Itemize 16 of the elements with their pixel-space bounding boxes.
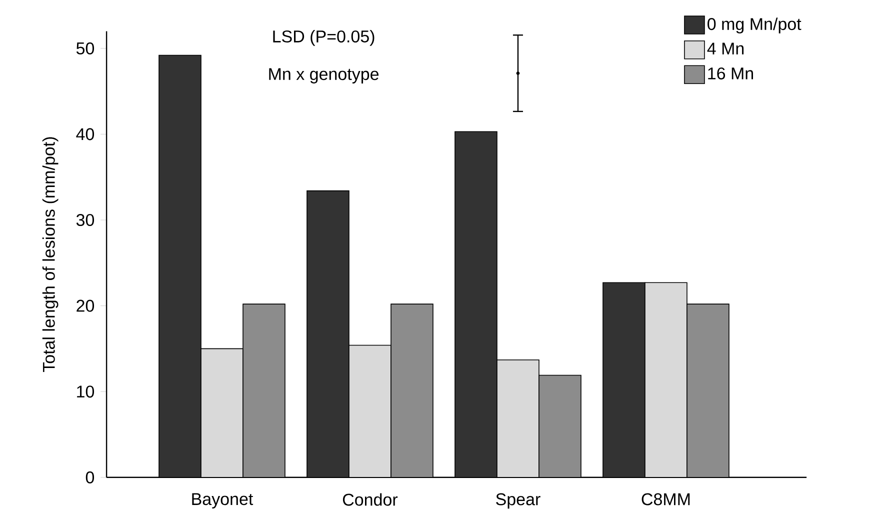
legend-label: 16 Mn (708, 67, 753, 80)
legend-label: 4 Mn (707, 42, 744, 54)
legend-label: 0 mg Mn/pot (708, 18, 802, 34)
y-tick-label: 50 (76, 42, 94, 54)
y-tick-label: 30 (76, 214, 94, 226)
y-tick-label: 20 (76, 300, 94, 312)
y-tick-label: 10 (77, 386, 94, 398)
x-tick-label: Bayonet (192, 493, 254, 508)
annotation: Mn x genotype (269, 68, 379, 84)
x-tick-label: Condor (342, 493, 398, 506)
x-tick-label: C8MM (642, 493, 690, 506)
y-tick-label: 0 (86, 471, 94, 484)
y-tick-label: 40 (76, 128, 94, 140)
x-tick-label: Spear (496, 493, 540, 509)
y-axis-title: Total length of lesions (mm/pot) (42, 137, 58, 372)
annotation: LSD (P=0.05) (273, 30, 374, 46)
